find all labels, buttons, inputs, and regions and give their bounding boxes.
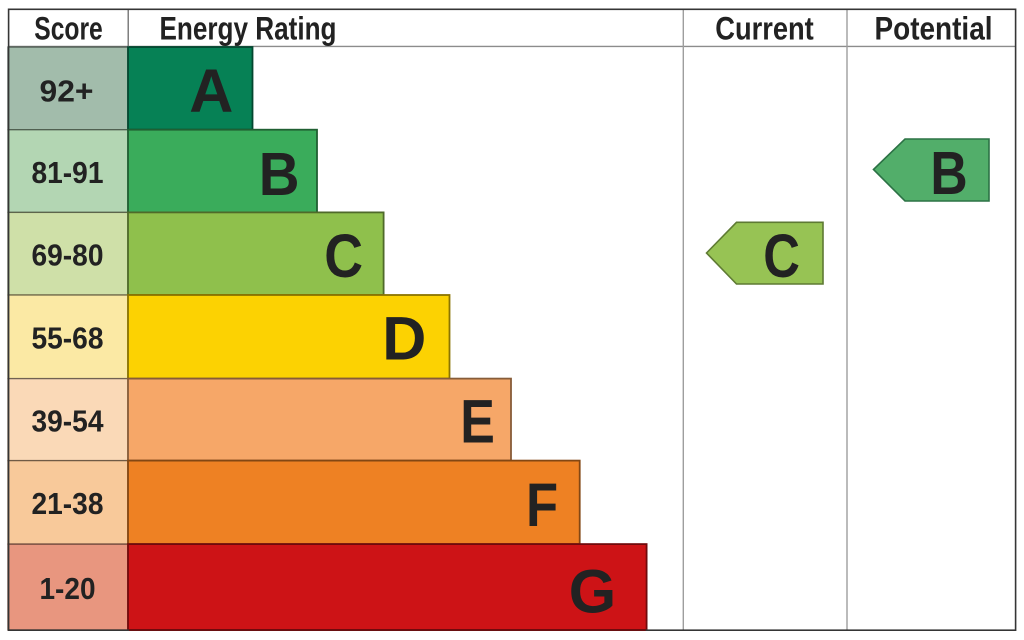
svg-text:F: F: [526, 471, 558, 539]
svg-text:81-91: 81-91: [32, 156, 104, 190]
svg-text:B: B: [930, 139, 967, 207]
svg-text:Energy Rating: Energy Rating: [160, 11, 337, 47]
svg-text:Score: Score: [34, 11, 103, 47]
svg-text:69-80: 69-80: [32, 239, 104, 273]
svg-text:21-38: 21-38: [32, 487, 104, 521]
svg-text:G: G: [569, 558, 616, 626]
svg-text:Current: Current: [715, 11, 814, 47]
svg-text:92+: 92+: [40, 74, 94, 108]
svg-text:A: A: [189, 57, 233, 125]
svg-text:55-68: 55-68: [32, 322, 104, 356]
svg-text:C: C: [763, 222, 800, 290]
svg-text:B: B: [259, 140, 300, 208]
svg-text:1-20: 1-20: [40, 572, 96, 606]
svg-text:D: D: [382, 305, 426, 373]
svg-text:E: E: [460, 388, 495, 456]
svg-text:Potential: Potential: [875, 11, 993, 47]
svg-text:39-54: 39-54: [32, 404, 104, 438]
svg-text:C: C: [324, 222, 363, 290]
